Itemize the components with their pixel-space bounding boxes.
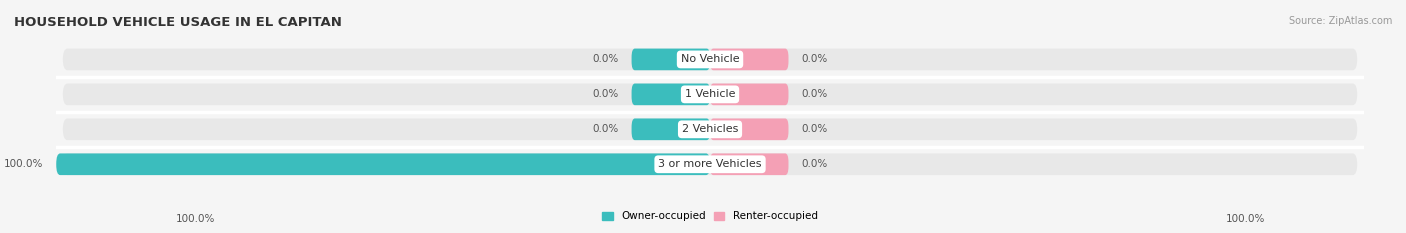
Text: No Vehicle: No Vehicle bbox=[681, 55, 740, 64]
Text: 0.0%: 0.0% bbox=[801, 124, 828, 134]
FancyBboxPatch shape bbox=[710, 49, 789, 70]
Text: 1 Vehicle: 1 Vehicle bbox=[685, 89, 735, 99]
FancyBboxPatch shape bbox=[63, 84, 1357, 105]
Text: Source: ZipAtlas.com: Source: ZipAtlas.com bbox=[1288, 16, 1392, 26]
Legend: Owner-occupied, Renter-occupied: Owner-occupied, Renter-occupied bbox=[602, 211, 818, 221]
Text: 0.0%: 0.0% bbox=[801, 159, 828, 169]
FancyBboxPatch shape bbox=[63, 154, 1357, 175]
FancyBboxPatch shape bbox=[710, 118, 789, 140]
Text: 100.0%: 100.0% bbox=[176, 214, 215, 224]
Text: 0.0%: 0.0% bbox=[801, 55, 828, 64]
Text: 100.0%: 100.0% bbox=[4, 159, 44, 169]
FancyBboxPatch shape bbox=[631, 118, 710, 140]
Text: 0.0%: 0.0% bbox=[592, 89, 619, 99]
Text: 3 or more Vehicles: 3 or more Vehicles bbox=[658, 159, 762, 169]
Text: 2 Vehicles: 2 Vehicles bbox=[682, 124, 738, 134]
FancyBboxPatch shape bbox=[63, 118, 1357, 140]
FancyBboxPatch shape bbox=[631, 84, 710, 105]
Text: 0.0%: 0.0% bbox=[592, 55, 619, 64]
FancyBboxPatch shape bbox=[631, 49, 710, 70]
FancyBboxPatch shape bbox=[63, 49, 1357, 70]
Text: HOUSEHOLD VEHICLE USAGE IN EL CAPITAN: HOUSEHOLD VEHICLE USAGE IN EL CAPITAN bbox=[14, 16, 342, 29]
FancyBboxPatch shape bbox=[710, 84, 789, 105]
Text: 100.0%: 100.0% bbox=[1226, 214, 1265, 224]
FancyBboxPatch shape bbox=[56, 154, 710, 175]
Text: 0.0%: 0.0% bbox=[592, 124, 619, 134]
Text: 0.0%: 0.0% bbox=[801, 89, 828, 99]
FancyBboxPatch shape bbox=[710, 154, 789, 175]
